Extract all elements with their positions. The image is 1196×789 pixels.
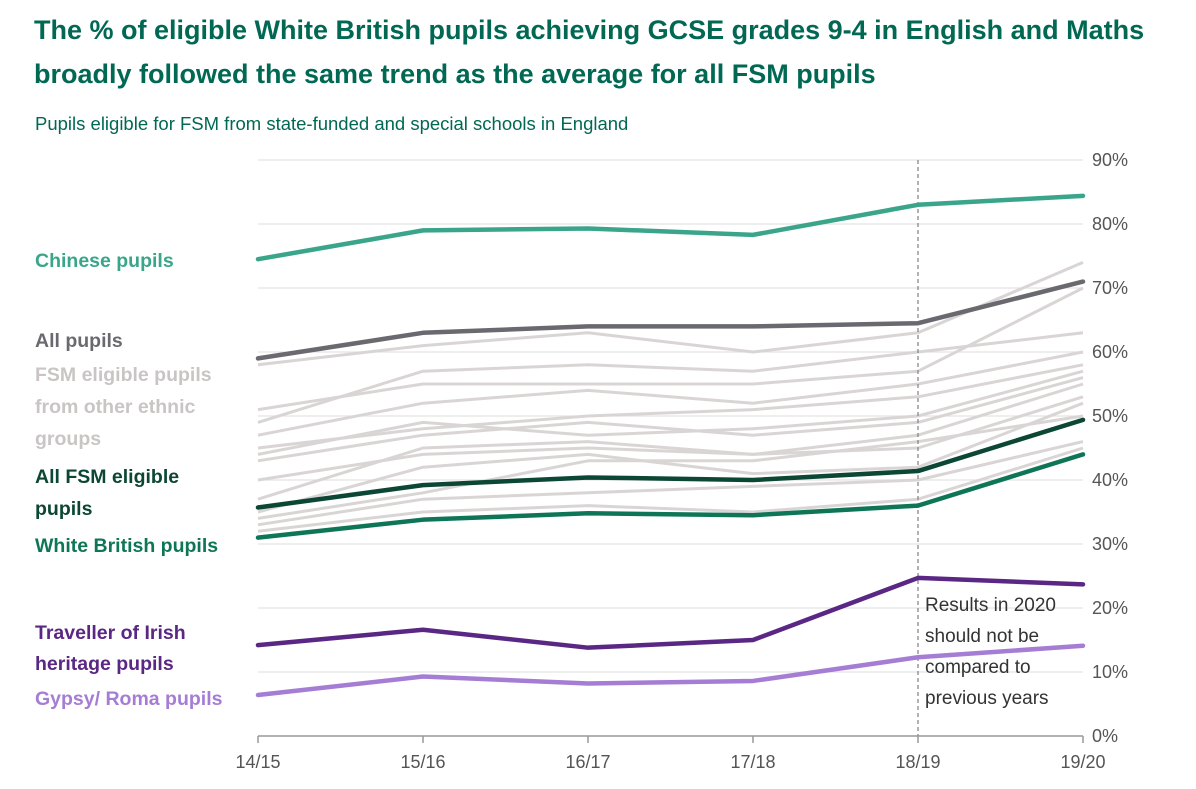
annotation-text: previous years [925,688,1049,709]
y-tick-label: 20% [1092,598,1128,618]
x-axis-ticks: 14/15 15/16 16/17 17/18 18/19 19/20 [235,736,1106,772]
background-series-line [257,382,1084,482]
series-label: Chinese pupils [35,250,174,272]
background-series-line [257,446,1084,533]
background-series-line [257,331,1084,424]
x-tick-label: 14/15 [235,752,280,772]
series-label: pupils [35,498,93,520]
background-series-label: groups [35,428,101,450]
series-label: All FSM eligible [35,466,179,488]
annotation-note: Results in 2020 should not be compared to p… [925,595,1056,709]
series-label: White British pupils [35,535,218,557]
series-line-gypsy-roma-pupils [255,643,1086,698]
background-series-line [257,401,1084,514]
y-tick-label: 80% [1092,214,1128,234]
y-tick-label: 90% [1092,150,1128,170]
y-tick-label: 40% [1092,470,1128,490]
x-tick-label: 18/19 [895,752,940,772]
gridlines [258,159,1083,737]
background-series-line [257,350,1084,437]
series-line-all-fsm-eligible-pupils [255,417,1086,510]
series-labels: Chinese pupils All pupils All FSM eligible… [35,250,223,710]
x-tick-label: 19/20 [1060,752,1105,772]
y-axis-ticks: 0% 10% 20% 30% 40% 50% 60% 70% 80% 90% [1092,150,1128,746]
series-label: heritage pupils [35,653,174,675]
x-tick-label: 16/17 [565,752,610,772]
series-label: All pupils [35,330,123,352]
series-label: Gypsy/ Roma pupils [35,688,223,710]
annotation-text: should not be [925,626,1039,647]
y-tick-label: 50% [1092,406,1128,426]
series-line-all-pupils [255,279,1086,361]
background-series-group [257,261,1084,533]
background-series-line [257,440,1084,527]
background-series-line [257,395,1084,501]
background-series-line [257,286,1084,412]
background-series-line [257,261,1084,367]
chart-subtitle: Pupils eligible for FSM from state-funde… [35,113,629,134]
main-series-group [255,193,1086,698]
background-series-label: FSM eligible pupils [35,364,212,386]
x-tick-label: 17/18 [730,752,775,772]
series-line-chinese-pupils [255,193,1086,262]
y-tick-label: 10% [1092,662,1128,682]
background-series-line [257,376,1084,463]
background-series-line [257,414,1084,520]
background-series-line [257,363,1084,450]
y-tick-label: 60% [1092,342,1128,362]
chart-title: The % of eligible White British pupils a… [34,15,1145,89]
y-tick-label: 70% [1092,278,1128,298]
background-series-line [257,369,1084,456]
background-series-label: from other ethnic [35,396,195,418]
x-tick-label: 15/16 [400,752,445,772]
y-tick-label: 30% [1092,534,1128,554]
annotation-text: compared to [925,657,1031,678]
series-label: Traveller of Irish [35,622,186,644]
annotation-text: Results in 2020 [925,595,1056,616]
y-tick-label: 0% [1092,726,1118,746]
series-line-white-british-pupils [255,452,1086,540]
series-line-traveller-of-irish-heritage-pupils [255,575,1086,650]
